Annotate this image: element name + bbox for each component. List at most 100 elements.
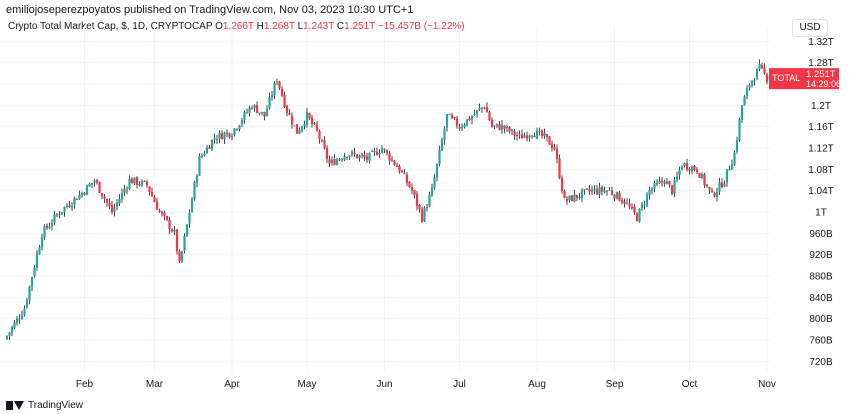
symbol-label: Crypto Total Market Cap, $, 1D, CRYPTOCA… xyxy=(8,21,213,32)
candle xyxy=(363,150,366,161)
candle xyxy=(310,114,314,128)
candle xyxy=(693,164,696,172)
candle xyxy=(213,133,216,144)
candle xyxy=(225,129,229,138)
candle xyxy=(530,134,534,139)
candle xyxy=(533,132,536,138)
candle xyxy=(738,117,741,142)
candle xyxy=(700,172,704,179)
time-axis[interactable]: Feb Mar Apr May Jun Jul Aug Sep Oct Nov xyxy=(76,379,776,390)
candle xyxy=(498,121,501,131)
candle xyxy=(500,120,504,134)
candle xyxy=(353,148,356,157)
candle xyxy=(673,176,676,198)
candle xyxy=(265,105,269,117)
candle xyxy=(210,139,214,152)
candle xyxy=(563,189,566,199)
candle xyxy=(678,166,681,180)
tradingview-brand-text: TradingView xyxy=(28,400,84,411)
candle xyxy=(630,203,634,210)
candle xyxy=(328,155,331,168)
candle xyxy=(535,127,539,140)
candle xyxy=(53,210,56,226)
candle xyxy=(358,154,361,162)
candle xyxy=(128,175,131,190)
candle xyxy=(538,127,541,136)
candle xyxy=(45,223,49,230)
candle xyxy=(230,133,234,140)
candle xyxy=(63,206,66,217)
footer-brand[interactable]: TradingView xyxy=(6,400,83,411)
x-tick-label: Mar xyxy=(146,379,164,390)
y-tick-label: 1.32T xyxy=(808,37,834,48)
candle xyxy=(255,101,259,114)
candle xyxy=(478,103,481,112)
candle xyxy=(585,187,589,191)
candle xyxy=(515,132,519,141)
candle xyxy=(223,131,226,144)
candle xyxy=(348,155,351,160)
candle xyxy=(333,154,336,166)
price-tag-background xyxy=(769,68,839,90)
candle xyxy=(708,186,711,194)
candle xyxy=(38,244,41,255)
candle xyxy=(638,208,641,223)
candle xyxy=(380,144,384,154)
candle xyxy=(640,201,644,211)
candle xyxy=(278,80,281,91)
candle xyxy=(568,195,571,203)
candle xyxy=(695,167,699,175)
x-tick-label: Oct xyxy=(682,379,698,390)
candle xyxy=(505,124,509,132)
candle xyxy=(410,183,414,195)
candle xyxy=(145,179,149,188)
close-value: 1.251T xyxy=(344,21,376,32)
candle xyxy=(550,140,554,152)
candle xyxy=(513,129,516,140)
candle xyxy=(588,185,591,195)
high-label: H xyxy=(256,21,264,32)
candle xyxy=(98,181,101,194)
y-tick-label: 1.08T xyxy=(808,165,834,176)
candle xyxy=(343,152,346,162)
candle xyxy=(290,112,294,129)
candle xyxy=(185,223,189,237)
candle xyxy=(685,158,689,172)
currency-button[interactable]: USD xyxy=(792,19,828,37)
candle xyxy=(393,159,396,166)
candle xyxy=(658,176,661,184)
candle xyxy=(385,149,389,156)
candle xyxy=(503,125,506,134)
candle xyxy=(138,181,141,187)
chart-legend: Crypto Total Market Cap, $, 1D, CRYPTOCA… xyxy=(8,21,465,32)
candle xyxy=(263,111,266,121)
candle xyxy=(330,156,334,166)
candle xyxy=(753,78,756,86)
candle xyxy=(730,159,734,170)
candle xyxy=(663,179,666,187)
candle xyxy=(683,162,686,168)
candle xyxy=(655,179,659,187)
candle xyxy=(520,129,524,139)
candle xyxy=(728,165,731,171)
candle xyxy=(620,197,624,205)
x-tick-label: Jul xyxy=(453,379,466,390)
candle xyxy=(285,104,289,117)
candle xyxy=(480,106,484,113)
candle xyxy=(573,189,576,203)
candle xyxy=(73,196,76,209)
candle xyxy=(55,213,59,218)
candle xyxy=(565,196,569,205)
y-tick-label: 1.12T xyxy=(808,144,834,155)
candle xyxy=(123,184,126,196)
x-tick-label: Aug xyxy=(528,379,546,390)
close-label: C xyxy=(336,21,345,32)
candle xyxy=(220,130,224,140)
candle xyxy=(315,120,319,133)
candle xyxy=(713,191,716,198)
candle xyxy=(718,177,721,196)
candle xyxy=(670,184,674,196)
candle xyxy=(545,133,549,142)
candle xyxy=(85,184,89,196)
